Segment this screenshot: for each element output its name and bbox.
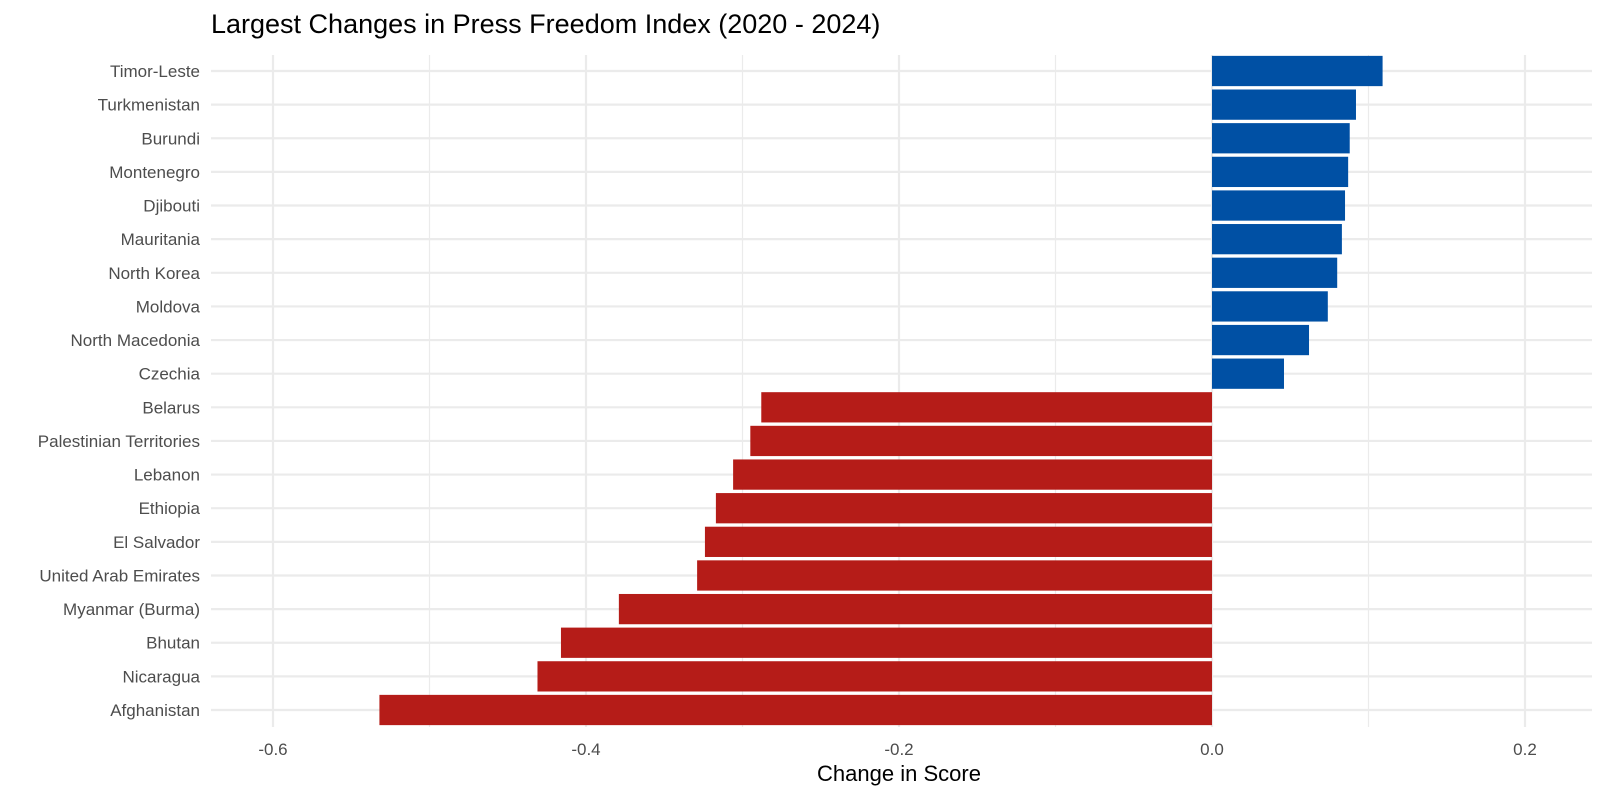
bar-moldova <box>1212 291 1328 322</box>
x-tick-label: -0.6 <box>258 740 287 759</box>
y-tick-label: Timor-Leste <box>110 62 200 81</box>
y-tick-label: North Korea <box>108 264 200 283</box>
x-tick-label: 0.0 <box>1200 740 1224 759</box>
bar-palestinian-territories <box>750 425 1212 457</box>
y-tick-label: Moldova <box>136 297 201 316</box>
x-axis-title: Change in Score <box>817 761 981 786</box>
x-tick-label: 0.2 <box>1513 740 1537 759</box>
bar-bhutan <box>560 627 1212 658</box>
y-tick-label: North Macedonia <box>71 331 201 350</box>
y-tick-label: Czechia <box>139 365 201 384</box>
y-tick-label: Lebanon <box>134 466 200 485</box>
y-tick-label: Montenegro <box>109 163 200 182</box>
bar-north-korea <box>1212 257 1338 288</box>
bar-mauritania <box>1212 224 1342 255</box>
y-tick-label: Mauritania <box>121 230 201 249</box>
bar-belarus <box>761 392 1212 423</box>
bar-united-arab-emirates <box>697 560 1212 591</box>
bar-djibouti <box>1212 190 1346 221</box>
y-tick-label: Bhutan <box>146 634 200 653</box>
x-tick-label: -0.4 <box>571 740 600 759</box>
x-axis-labels: -0.6 -0.4 -0.2 0.0 0.2 <box>258 740 1536 759</box>
bar-nicaragua <box>537 661 1212 692</box>
y-axis-labels: Timor-Leste Turkmenistan Burundi Montenegro… <box>38 62 201 720</box>
bar-lebanon <box>733 459 1212 490</box>
bar-ethiopia <box>715 493 1212 524</box>
y-tick-label: Afghanistan <box>110 701 200 720</box>
bar-el-salvador <box>704 526 1212 557</box>
y-tick-label: Burundi <box>141 129 200 148</box>
bar-north-macedonia <box>1212 324 1310 356</box>
y-tick-label: Palestinian Territories <box>38 432 200 451</box>
y-tick-label: Djibouti <box>143 197 200 216</box>
bar-timor-leste <box>1212 55 1383 87</box>
y-tick-label: Turkmenistan <box>98 96 200 115</box>
y-tick-label: Myanmar (Burma) <box>63 600 200 619</box>
chart-title: Largest Changes in Press Freedom Index (… <box>211 9 880 39</box>
bar-myanmar-burma <box>618 593 1212 625</box>
y-tick-label: United Arab Emirates <box>39 566 200 585</box>
bar-afghanistan <box>379 694 1212 726</box>
bars <box>379 55 1383 726</box>
y-tick-label: El Salvador <box>113 533 200 552</box>
bar-montenegro <box>1212 156 1349 188</box>
major-gridlines <box>211 55 1592 727</box>
y-tick-label: Nicaragua <box>123 667 201 686</box>
y-tick-label: Ethiopia <box>139 499 201 518</box>
bar-burundi <box>1212 123 1350 154</box>
x-tick-label: -0.2 <box>884 740 913 759</box>
bar-czechia <box>1212 358 1284 389</box>
y-tick-label: Belarus <box>142 398 200 417</box>
bar-turkmenistan <box>1212 89 1356 120</box>
